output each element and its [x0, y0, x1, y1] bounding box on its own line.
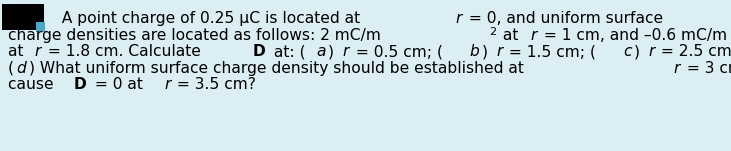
Text: ): )	[482, 44, 493, 59]
Bar	[36, 22, 45, 32]
Text: r: r	[673, 61, 680, 76]
Text: = 2.5 cm.: = 2.5 cm.	[656, 44, 731, 59]
Text: = 0, and uniform surface: = 0, and uniform surface	[464, 11, 663, 26]
Text: c: c	[623, 44, 632, 59]
Text: = 1.8 cm. Calculate: = 1.8 cm. Calculate	[42, 44, 205, 59]
Text: at: at	[8, 44, 29, 59]
Text: D: D	[252, 44, 265, 59]
Text: r: r	[164, 77, 170, 92]
Text: = 3 cm to: = 3 cm to	[682, 61, 731, 76]
Text: r: r	[531, 28, 537, 43]
Text: ) What uniform surface charge density should be established at: ) What uniform surface charge density sh…	[29, 61, 529, 76]
Text: 2: 2	[489, 27, 496, 37]
Bar	[2, 4, 44, 30]
Text: charge densities are located as follows: 2 mC/m: charge densities are located as follows:…	[8, 28, 381, 43]
Text: r: r	[648, 44, 654, 59]
Text: = 0.5 cm; (: = 0.5 cm; (	[351, 44, 443, 59]
Text: r: r	[456, 11, 462, 26]
Text: (: (	[8, 61, 14, 76]
Text: d: d	[16, 61, 26, 76]
Text: = 1.5 cm; (: = 1.5 cm; (	[504, 44, 596, 59]
Text: A point charge of 0.25 μC is located at: A point charge of 0.25 μC is located at	[52, 11, 365, 26]
Text: ): )	[328, 44, 339, 59]
Text: at: at	[499, 28, 523, 43]
Text: ): )	[634, 44, 645, 59]
Text: = 3.5 cm?: = 3.5 cm?	[173, 77, 257, 92]
Text: b: b	[469, 44, 480, 59]
Text: = 1 cm, and –0.6 mC/m: = 1 cm, and –0.6 mC/m	[539, 28, 727, 43]
Text: a: a	[317, 44, 326, 59]
Text: D: D	[73, 77, 86, 92]
Text: r: r	[34, 44, 41, 59]
Text: r: r	[496, 44, 503, 59]
Text: cause: cause	[8, 77, 58, 92]
Text: r: r	[343, 44, 349, 59]
Text: at: (: at: (	[269, 44, 306, 59]
Text: = 0 at: = 0 at	[90, 77, 148, 92]
